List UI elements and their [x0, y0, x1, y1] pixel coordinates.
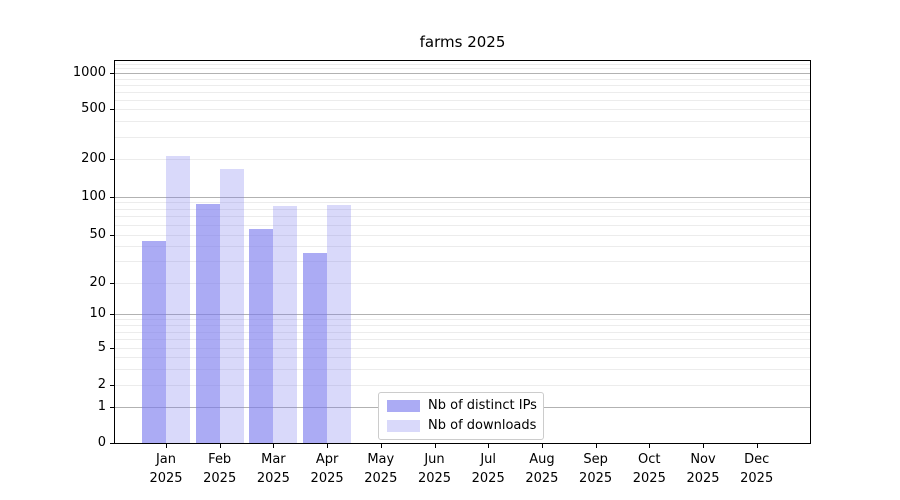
- legend: Nb of distinct IPs Nb of downloads: [378, 392, 544, 440]
- gridline-1200: [115, 64, 810, 66]
- x-tick-label-apr: Apr 2025: [310, 452, 344, 486]
- gridline-3: [115, 368, 810, 370]
- x-tick-label-jan: Jan 2025: [149, 452, 183, 486]
- gridline-1100: [115, 68, 810, 70]
- y-tick-label-50: 50: [89, 226, 106, 242]
- gridline-6: [115, 339, 810, 341]
- gridline-40: [115, 246, 810, 248]
- gridline-60: [115, 224, 810, 226]
- x-tick-mark-jul: [488, 444, 490, 448]
- plot-area: [114, 60, 811, 444]
- y-tick-mark-200: [110, 158, 114, 160]
- x-tick-mark-oct: [649, 444, 651, 448]
- gridline-9: [115, 319, 810, 321]
- y-tick-mark-2: [110, 385, 114, 386]
- y-tick-mark-5: [110, 348, 114, 349]
- gridline-8: [115, 325, 810, 327]
- bar-downloads-apr: [327, 204, 352, 443]
- gridline-80: [115, 208, 810, 210]
- y-tick-label-0: 0: [97, 435, 106, 450]
- gridline-5: [115, 348, 810, 349]
- gridline-7: [115, 331, 810, 333]
- bar-distinct-ips-mar: [249, 229, 274, 443]
- y-tick-mark-1000: [110, 73, 114, 75]
- gridline-30: [115, 261, 810, 263]
- x-tick-mark-sep: [595, 444, 597, 448]
- y-tick-label-100: 100: [81, 188, 106, 204]
- x-tick-label-jun: Jun 2025: [417, 452, 452, 486]
- chart-title: farms 2025: [419, 33, 506, 51]
- gridline-100: [115, 196, 810, 198]
- gridline-400: [115, 121, 810, 123]
- bar-downloads-jan: [166, 156, 190, 443]
- x-tick-mark-nov: [703, 444, 704, 448]
- gridline-500: [115, 109, 810, 111]
- x-tick-label-nov: Nov 2025: [686, 452, 720, 486]
- gridline-1000: [115, 73, 810, 75]
- legend-label-downloads: Nb of downloads: [428, 418, 537, 433]
- y-tick-mark-1: [110, 406, 114, 408]
- x-tick-mark-aug: [541, 444, 543, 448]
- gridline-4: [115, 357, 810, 358]
- gridline-20: [115, 282, 810, 284]
- x-tick-label-aug: Aug 2025: [525, 452, 559, 486]
- gridline-600: [115, 99, 810, 101]
- y-tick-label-200: 200: [81, 150, 106, 166]
- bar-distinct-ips-apr: [303, 253, 328, 443]
- gridline-700: [115, 91, 810, 93]
- x-tick-label-may: May 2025: [364, 452, 398, 486]
- gridline-70: [115, 216, 810, 218]
- y-tick-label-1000: 1000: [72, 65, 106, 81]
- y-tick-label-1: 1: [97, 398, 106, 414]
- x-tick-mark-feb: [219, 444, 221, 448]
- x-tick-label-oct: Oct 2025: [632, 452, 666, 486]
- bar-distinct-ips-jan: [142, 241, 166, 443]
- bar-downloads-mar: [273, 205, 298, 443]
- gridline-300: [115, 136, 810, 138]
- gridline-50: [115, 234, 810, 236]
- legend-entry-downloads: Nb of downloads: [387, 418, 537, 433]
- y-tick-label-10: 10: [89, 306, 106, 322]
- y-tick-mark-50: [110, 234, 114, 236]
- bar-downloads-feb: [219, 169, 244, 443]
- gridline-2: [115, 385, 810, 386]
- x-tick-label-sep: Sep 2025: [579, 452, 613, 486]
- legend-entry-distinct-ips: Nb of distinct IPs: [387, 398, 537, 413]
- x-tick-mark-may: [380, 444, 382, 448]
- gridline-800: [115, 84, 810, 86]
- x-tick-mark-jun: [434, 444, 436, 448]
- legend-swatch-distinct-ips: [387, 400, 420, 412]
- x-tick-mark-dec: [756, 444, 758, 448]
- y-tick-mark-100: [110, 196, 114, 198]
- y-tick-label-5: 5: [97, 340, 106, 355]
- x-tick-mark-apr: [327, 444, 329, 448]
- bar-distinct-ips-feb: [195, 204, 220, 443]
- legend-swatch-downloads: [387, 420, 420, 432]
- y-tick-mark-0: [110, 443, 114, 444]
- gridline-900: [115, 78, 810, 80]
- gridline-90: [115, 202, 810, 204]
- y-tick-label-2: 2: [97, 377, 106, 392]
- y-tick-mark-10: [110, 314, 114, 316]
- gridline-200: [115, 158, 810, 160]
- gridline-10: [115, 314, 810, 316]
- y-tick-label-500: 500: [81, 101, 106, 117]
- x-tick-label-feb: Feb 2025: [203, 452, 237, 486]
- x-tick-label-dec: Dec 2025: [740, 452, 774, 486]
- x-tick-mark-mar: [273, 444, 275, 448]
- x-tick-mark-jan: [166, 444, 167, 448]
- x-tick-label-mar: Mar 2025: [256, 452, 290, 486]
- y-tick-mark-500: [110, 109, 114, 111]
- y-tick-mark-20: [110, 282, 114, 284]
- legend-label-distinct-ips: Nb of distinct IPs: [428, 398, 537, 413]
- x-tick-label-jul: Jul 2025: [471, 452, 505, 486]
- y-tick-label-20: 20: [89, 274, 106, 290]
